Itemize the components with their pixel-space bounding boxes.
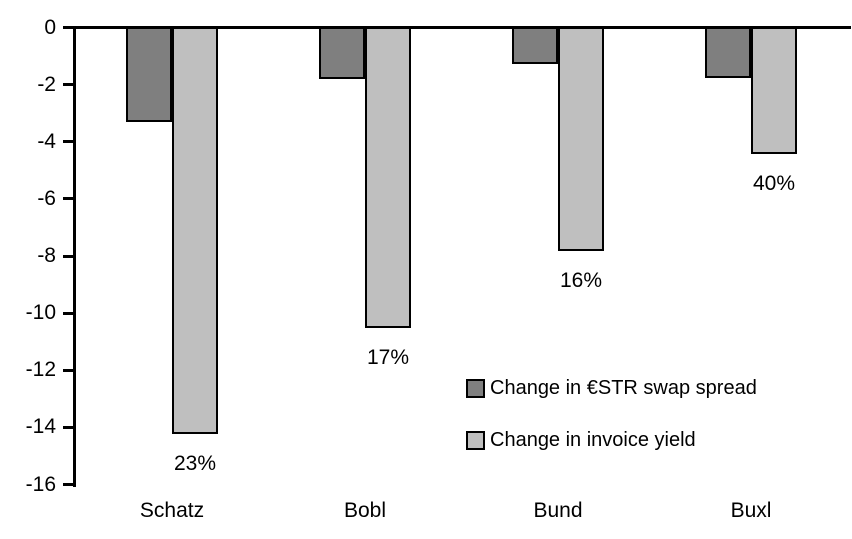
zero-line (63, 26, 851, 29)
bar-value-label: 23% (173, 452, 217, 475)
y-axis-tick (63, 425, 76, 429)
legend-label-swap-spread: Change in €STR swap spread (490, 377, 757, 399)
bar-swap-spread-bund (512, 28, 558, 64)
y-axis-tick-label: -10 (25, 301, 56, 325)
legend-swatch-swap-spread-icon (466, 378, 485, 398)
bar-swap-spread-schatz (126, 28, 172, 122)
x-axis-label-buxl: Buxl (730, 499, 772, 522)
x-axis-label-schatz: Schatz (139, 499, 205, 522)
legend: Change in €STR swap spread Change in inv… (466, 377, 757, 451)
y-axis-tick-label: -14 (25, 415, 56, 439)
bar-value-label: 17% (366, 346, 410, 369)
y-axis-tick (63, 254, 76, 258)
legend-item-invoice-yield: Change in invoice yield (466, 429, 757, 451)
y-axis-tick-label: -12 (25, 358, 56, 382)
x-axis-label-bund: Bund (533, 499, 583, 522)
bar-invoice-yield-bobl (365, 28, 411, 328)
y-axis-tick (63, 83, 76, 87)
y-axis-tick-label: 0 (44, 15, 56, 39)
y-axis-tick-label: -16 (25, 472, 56, 496)
y-axis-tick (63, 311, 76, 315)
y-axis-tick (63, 483, 76, 486)
y-axis-tick (63, 197, 76, 201)
bar-swap-spread-buxl (705, 28, 751, 78)
legend-label-invoice-yield: Change in invoice yield (490, 429, 696, 451)
x-axis-label-bobl: Bobl (343, 499, 387, 522)
legend-swatch-invoice-yield-icon (466, 430, 485, 450)
bar-invoice-yield-bund (558, 28, 604, 251)
bar-value-label: 16% (559, 269, 603, 292)
bar-swap-spread-bobl (319, 28, 365, 79)
legend-item-swap-spread: Change in €STR swap spread (466, 377, 757, 399)
y-axis-tick-label: -8 (37, 244, 56, 267)
y-axis-tick-label: -2 (37, 72, 56, 96)
bar-invoice-yield-schatz (172, 28, 218, 434)
y-axis-tick (63, 368, 76, 372)
y-axis-tick (63, 140, 76, 144)
y-axis-tick-label: -4 (37, 129, 56, 153)
y-axis-tick-label: -6 (37, 186, 56, 210)
bar-invoice-yield-buxl (751, 28, 797, 154)
bar-value-label: 40% (752, 172, 796, 195)
